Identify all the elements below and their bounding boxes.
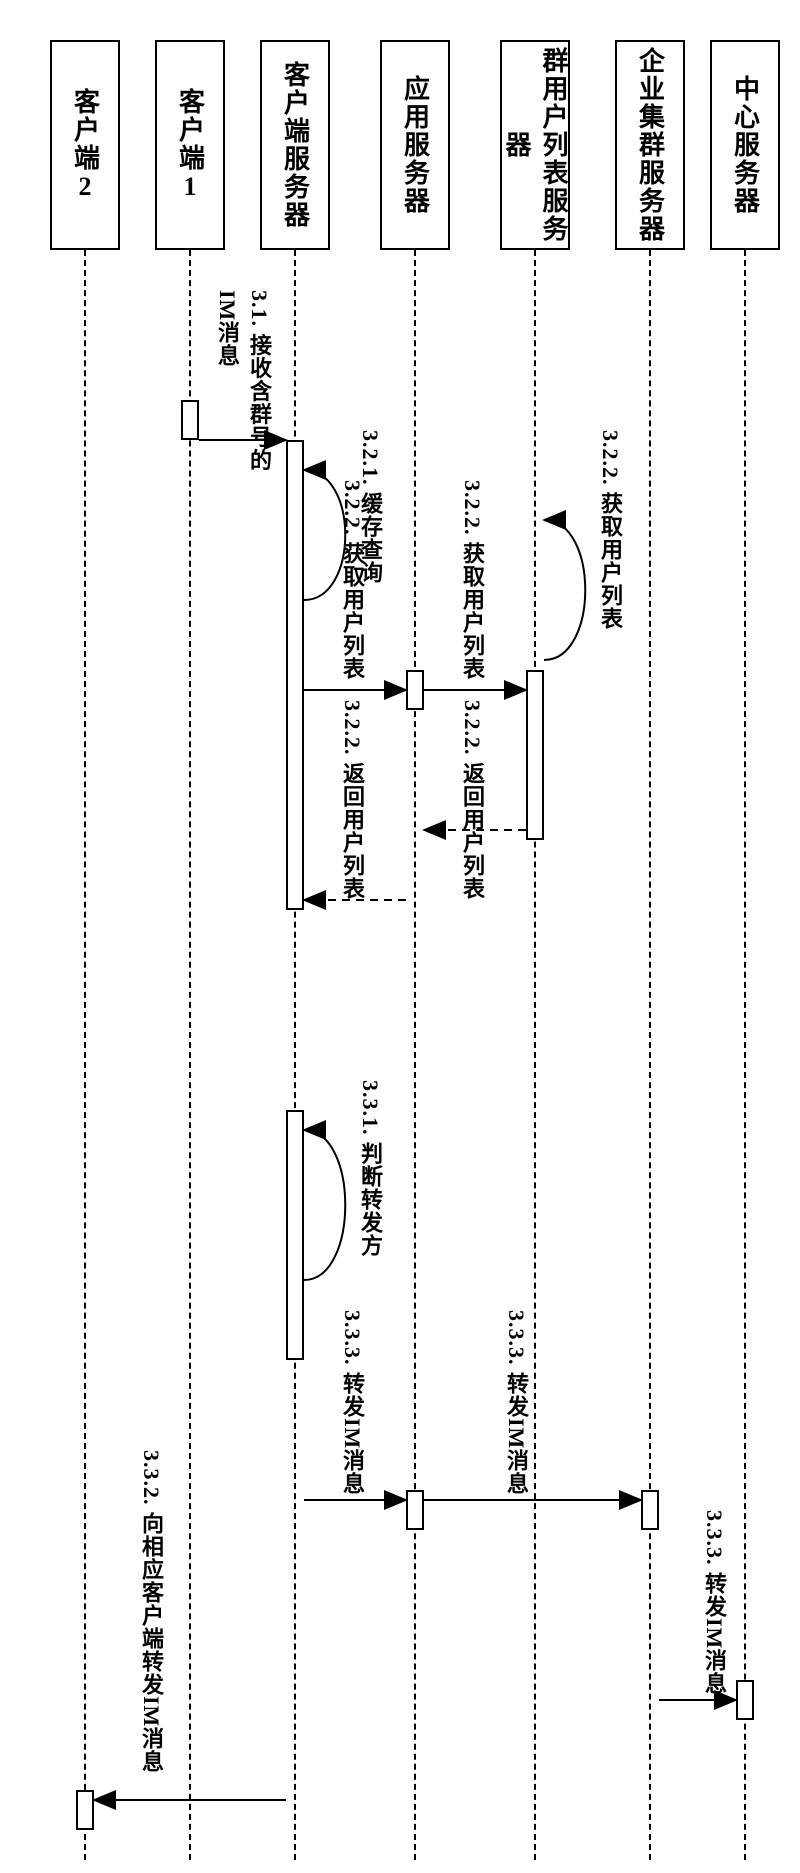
message-label: 3.2.2. 获取用户列表	[456, 480, 488, 680]
lifeline-appSrv	[414, 250, 416, 1860]
participant-label: 客户端2	[67, 88, 104, 203]
lifeline-entSrv	[649, 250, 651, 1860]
message-label: 3.3.1. 判断转发方	[336, 1080, 386, 1257]
participant-grpSrv: 群用户列表服务器	[500, 40, 570, 250]
participant-label: 客户端1	[172, 88, 209, 203]
participant-label: 群用户列表服务器	[498, 42, 572, 248]
participant-client1: 客户端1	[155, 40, 225, 250]
message-label: 3.3.3. 转发IM消息	[336, 1310, 368, 1495]
activation	[641, 1490, 659, 1530]
message-label: 3.2.2. 获取用户列表	[336, 480, 368, 680]
lifeline-ctrSrv	[744, 250, 746, 1860]
message-label: 3.3.2. 向相应客户端转发IM消息	[135, 1450, 167, 1773]
message-label: 3.2.2. 返回用户列表	[336, 700, 368, 900]
lifeline-client1	[189, 250, 191, 1860]
activation	[736, 1680, 754, 1720]
activation	[406, 670, 424, 710]
participant-appSrv: 应用服务器	[380, 40, 450, 250]
activation	[76, 1790, 94, 1830]
activation	[286, 1110, 304, 1360]
participant-label: 客户端服务器	[277, 61, 314, 229]
participant-client2: 客户端2	[50, 40, 120, 250]
message-label: 3.3.3. 转发IM消息	[500, 1310, 532, 1495]
participant-label: 中心服务器	[727, 75, 764, 215]
participant-entSrv: 企业集群服务器	[615, 40, 685, 250]
activation	[406, 1490, 424, 1530]
participant-label: 应用服务器	[397, 75, 434, 215]
participant-ctrSrv: 中心服务器	[710, 40, 780, 250]
activation	[286, 440, 304, 910]
message-label: 3.2.2. 获取用户列表	[576, 430, 626, 630]
lifeline-client2	[84, 250, 86, 1860]
message-label: 3.2.2. 返回用户列表	[456, 700, 488, 900]
activation	[526, 670, 544, 840]
participant-label: 企业集群服务器	[632, 47, 669, 243]
message-label: 3.3.3. 转发IM消息	[680, 1510, 730, 1695]
message-label: 3.1. 接收含群号的IM消息	[225, 290, 275, 500]
activation	[181, 400, 199, 440]
participant-cliSrv: 客户端服务器	[260, 40, 330, 250]
lifeline-grpSrv	[534, 250, 536, 1860]
